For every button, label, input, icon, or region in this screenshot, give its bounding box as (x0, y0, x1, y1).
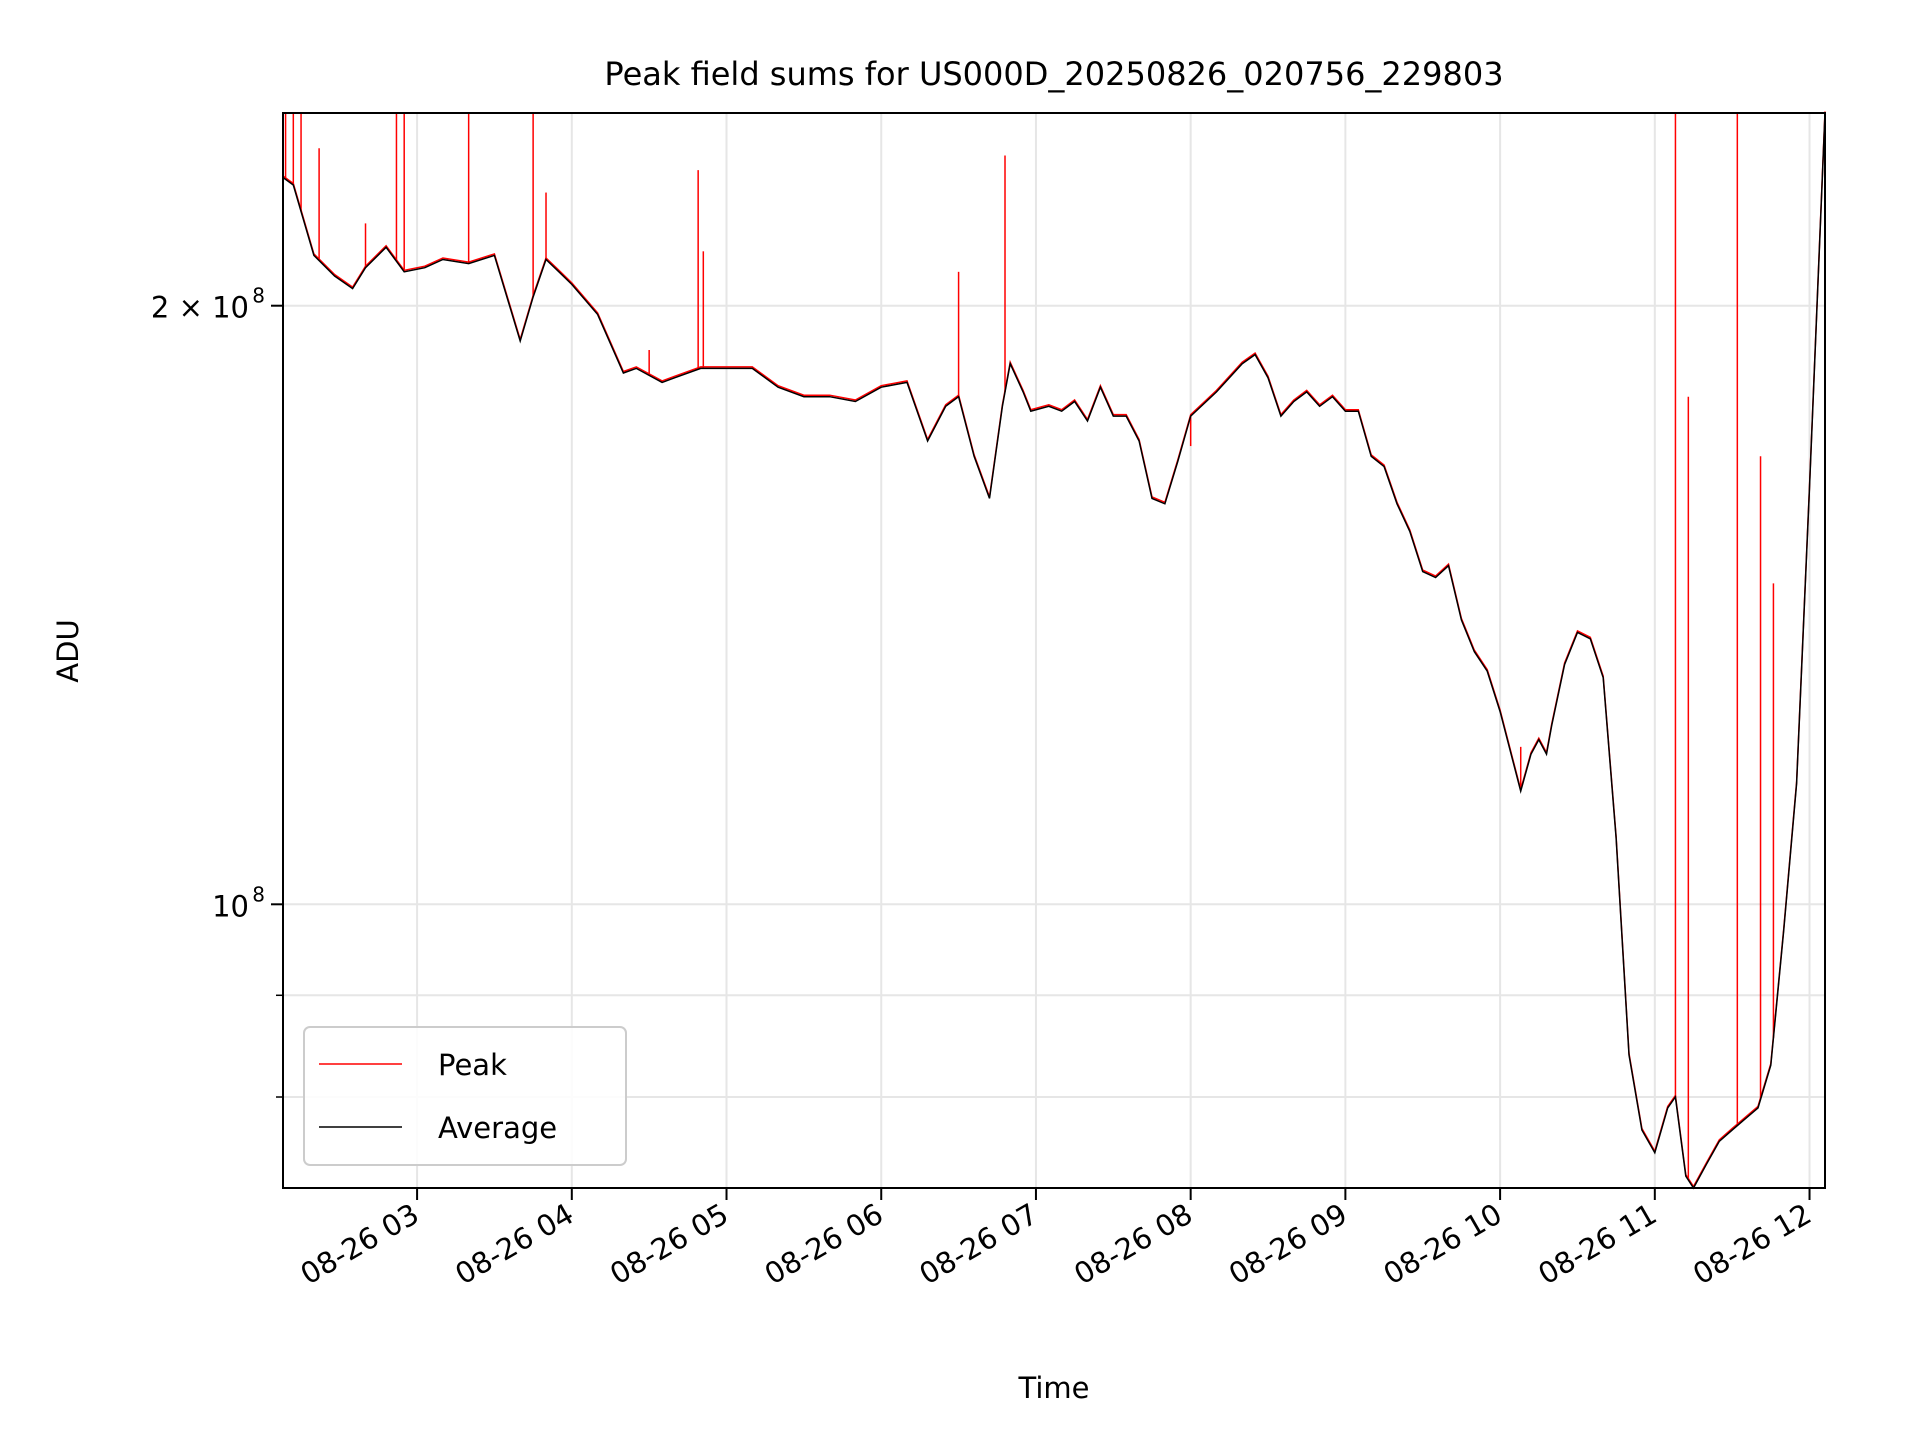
legend-label-average: Average (438, 1111, 557, 1145)
x-axis-label: Time (1018, 1371, 1090, 1405)
y-tick-label: 10 (212, 889, 249, 923)
series-layer (282, 111, 1826, 1190)
legend-label-peak: Peak (438, 1048, 507, 1082)
legend-box (303, 1026, 627, 1166)
y-tick-label: 2 × 10 (151, 291, 249, 325)
legend: Peak Average (303, 1026, 627, 1166)
series-average-line (282, 112, 1826, 1190)
y-tick-label-exponent: 8 (252, 882, 265, 906)
plot-frame (282, 112, 1826, 1189)
chart-title: Peak field sums for US000D_20250826_0207… (604, 55, 1503, 93)
y-tick-label-exponent: 8 (252, 284, 265, 308)
grid (283, 113, 1825, 1188)
y-axis-label: ADU (51, 619, 85, 682)
